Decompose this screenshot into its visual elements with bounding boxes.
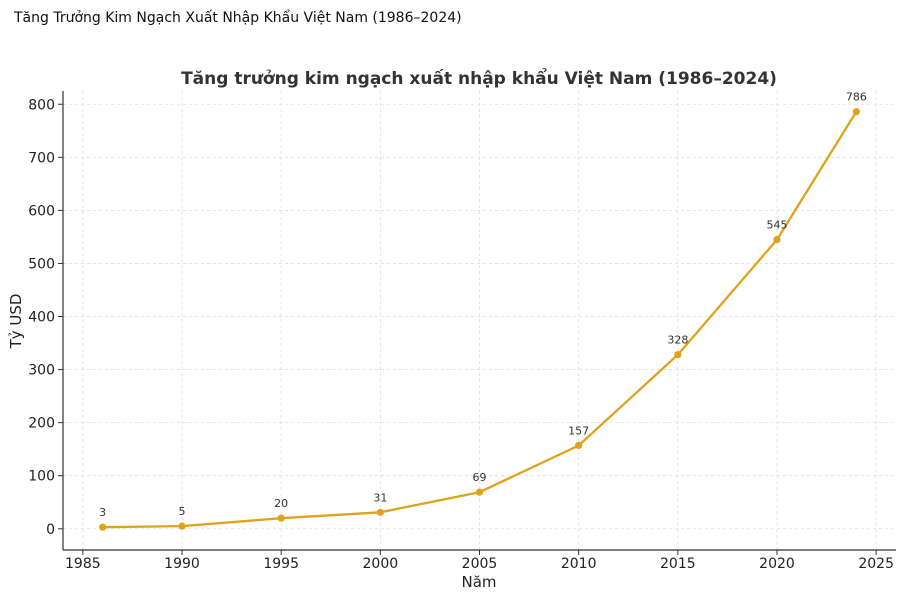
y-tick-label: 300: [28, 363, 55, 379]
data-label: 31: [373, 491, 387, 504]
data-point: [575, 441, 583, 450]
data-point: [277, 514, 285, 522]
y-tick-label: 600: [28, 203, 55, 219]
y-tick-label: 400: [28, 310, 55, 326]
y-tick-label: 500: [28, 256, 55, 272]
y-axis-title: Tỷ USD: [7, 294, 25, 350]
x-tick-label: 2010: [561, 556, 597, 572]
x-tick-label: 1990: [164, 556, 200, 572]
y-tick-label: 0: [46, 522, 55, 538]
page-header: Tăng Trưởng Kim Ngạch Xuất Nhập Khẩu Việ…: [14, 10, 462, 26]
data-label: 786: [846, 91, 867, 104]
x-tick-label: 1985: [65, 556, 101, 572]
x-axis-ticks: 1985 1990 1995 2000 2005 2010 2015 2020 2025: [65, 550, 894, 572]
data-label: 20: [274, 497, 288, 510]
x-tick-label: 2000: [363, 556, 399, 572]
y-tick-label: 200: [28, 416, 55, 432]
data-labels: 3 5 20 31 69 157 328 545 786: [99, 91, 867, 519]
data-point: [852, 108, 860, 116]
y-tick-label: 100: [28, 469, 55, 485]
x-tick-label: 2025: [858, 556, 894, 572]
data-point: [178, 522, 186, 530]
data-label: 545: [767, 219, 788, 232]
x-tick-label: 2020: [759, 556, 795, 572]
series-points: [99, 108, 860, 531]
x-axis-title: Năm: [461, 573, 496, 591]
data-label: 328: [667, 334, 688, 347]
data-label: 3: [99, 506, 106, 519]
data-point: [376, 508, 384, 516]
x-tick-label: 2015: [660, 556, 696, 572]
x-tick-label: 1995: [263, 556, 299, 572]
data-point: [773, 235, 781, 244]
data-point: [99, 523, 107, 531]
data-label: 69: [473, 471, 487, 484]
data-label: 157: [568, 424, 589, 437]
chart-title: Tăng trưởng kim ngạch xuất nhập khẩu Việ…: [181, 67, 777, 89]
data-point: [674, 351, 682, 359]
y-axis-ticks: 0 100 200 300 400 500 600 700 800: [28, 97, 63, 538]
y-tick-label: 700: [28, 150, 55, 166]
data-point: [475, 488, 484, 496]
y-tick-label: 800: [28, 97, 55, 113]
data-label: 5: [179, 505, 186, 518]
x-tick-label: 2005: [462, 556, 498, 572]
grid-lines: [63, 91, 896, 550]
